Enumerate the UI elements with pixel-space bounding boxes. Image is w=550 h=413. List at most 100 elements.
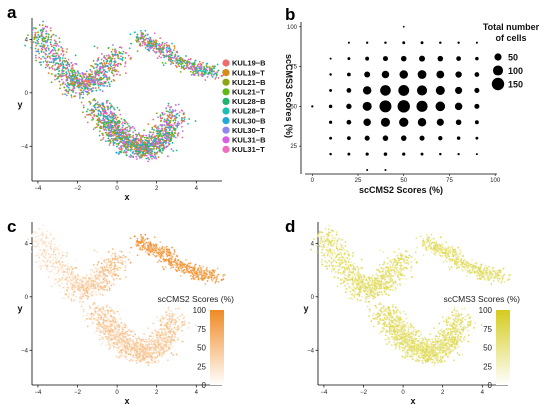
cell-point [74,62,77,65]
cell-point [164,55,167,57]
cell-point [46,260,49,263]
cell-point [70,62,73,64]
cell-point [57,49,60,52]
cell-point [167,115,170,118]
cell-point [112,134,115,137]
cell-point [78,80,81,82]
cell-point [141,347,144,349]
cell-point [41,228,44,231]
cell-point [67,274,70,277]
cell-point [50,66,53,69]
cell-point [122,328,124,331]
count-dot [346,103,352,110]
cell-point [38,256,41,259]
cell-point [181,125,183,128]
cell-point [155,112,158,115]
cell-point [105,101,108,104]
cell-point [105,58,107,61]
cell-point [143,129,145,132]
cell-point [212,65,214,68]
cell-point [99,68,102,71]
count-dot [420,152,424,156]
cell-point [100,78,102,81]
cell-point [105,54,108,57]
cell-point [180,57,183,60]
cell-point [90,285,92,288]
cell-point [68,65,71,67]
cell-point [68,276,71,279]
cell-point [67,273,70,275]
cell-point [139,42,142,45]
cell-point [171,130,174,132]
cell-point [124,65,126,68]
cell-point [91,275,93,277]
cell-point [114,252,116,255]
cell-point [43,249,45,251]
cell-point [103,69,106,71]
cell-point [117,70,120,73]
cell-point [47,72,50,75]
cell-point [35,263,38,266]
cell-point [194,59,197,62]
cell-point [94,76,97,79]
cell-point [99,127,102,130]
cell-point [168,46,171,49]
cell-point [84,73,87,75]
cell-point [82,111,84,114]
cell-point [114,329,117,332]
cell-point [56,270,59,273]
cell-point [95,66,98,69]
cell-point [114,125,117,128]
cell-point [47,63,50,66]
cell-point [58,58,61,60]
cell-point [38,56,41,59]
cell-point [42,255,45,258]
cell-point [119,262,122,264]
cell-point [54,260,57,262]
cell-point [44,264,47,266]
cell-point [210,68,213,71]
count-dot [383,152,388,156]
cell-point [150,151,153,154]
cell-point [173,326,176,329]
cell-point [113,261,116,264]
cell-point [92,59,95,62]
cell-point [63,290,66,293]
cell-point [133,145,136,148]
cell-point [80,78,83,81]
cell-point [120,55,122,58]
cell-point [108,348,111,350]
panel-a-points [24,20,226,163]
legend-label: KUL31−B [232,136,266,145]
cell-point [80,101,83,104]
cell-point [102,136,105,139]
cell-point [161,147,163,150]
count-dot [364,135,370,141]
cell-point [176,51,179,54]
cell-point [150,45,153,48]
cell-point [40,42,43,45]
cell-point [66,79,69,82]
cell-point [103,108,106,110]
cell-point [45,257,47,260]
cell-point [57,76,60,79]
cell-point [126,140,128,143]
cell-point [121,56,124,59]
x-tick-label: 0 [311,178,315,184]
cell-point [85,289,88,292]
cell-point [76,289,79,292]
legend-label: KUL21−B [232,78,266,87]
cell-point [96,59,99,62]
cell-point [112,64,115,67]
cell-point [102,60,105,62]
cell-point [94,285,97,288]
y-tick-label: −4 [21,144,29,150]
cell-point [97,79,100,82]
cell-point [124,138,127,141]
cell-point [192,71,194,74]
cell-point [63,72,65,75]
cell-point [74,71,77,74]
cell-point [106,59,109,62]
cell-point [109,56,112,59]
